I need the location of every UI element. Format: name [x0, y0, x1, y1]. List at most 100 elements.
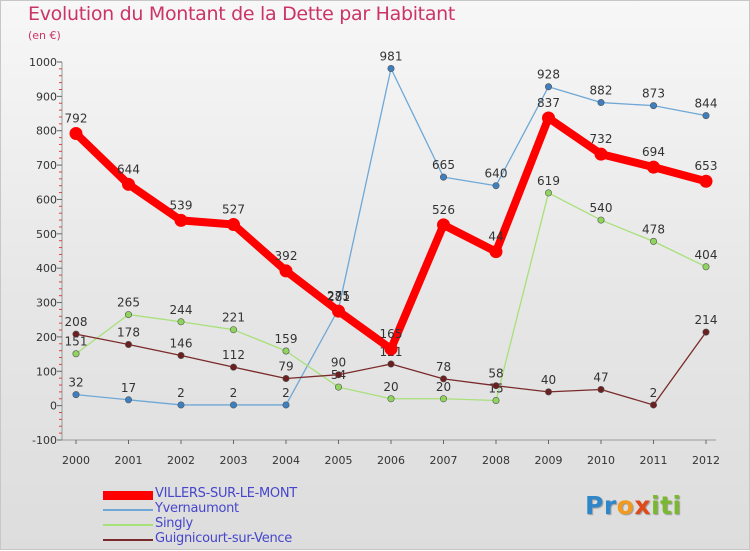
legend-swatch — [103, 539, 153, 541]
data-label: 275 — [327, 289, 350, 303]
data-point — [174, 213, 188, 227]
data-label: 47 — [593, 370, 608, 384]
data-point — [489, 245, 503, 259]
x-tick-label: 2001 — [115, 454, 143, 467]
data-point — [492, 382, 500, 390]
data-label: 2 — [230, 386, 238, 400]
data-label: 20 — [383, 380, 398, 394]
data-point — [544, 388, 552, 396]
logo-letter: t — [660, 491, 673, 520]
data-point — [387, 360, 395, 368]
data-point — [437, 218, 450, 232]
data-point — [544, 189, 552, 197]
proxiti-logo: Proxiti — [585, 491, 682, 520]
y-tick-label: 100 — [36, 365, 57, 378]
data-point — [387, 65, 395, 73]
data-point — [282, 347, 290, 355]
data-label: 392 — [275, 249, 298, 263]
data-label: 244 — [170, 303, 193, 317]
y-tick-label: 700 — [36, 159, 57, 172]
data-point — [542, 111, 555, 125]
data-label: 792 — [65, 111, 88, 125]
x-tick-label: 2002 — [167, 454, 195, 467]
data-point — [177, 401, 185, 409]
data-point — [492, 182, 500, 190]
legend-label: VILLERS-SUR-LE-MONT — [155, 486, 297, 501]
x-tick-label: 2012 — [692, 454, 720, 467]
data-label: 404 — [695, 248, 718, 262]
data-label: 640 — [485, 167, 508, 181]
data-label: 265 — [117, 296, 140, 310]
data-label: 178 — [117, 325, 140, 339]
logo-letter: P — [585, 491, 604, 520]
data-label: 527 — [222, 203, 245, 217]
data-label: 20 — [436, 380, 451, 394]
data-point — [72, 391, 80, 399]
data-label: 981 — [380, 50, 403, 64]
data-point — [544, 83, 552, 91]
x-tick-label: 2008 — [482, 454, 510, 467]
data-point — [230, 363, 238, 371]
data-label: 32 — [68, 376, 83, 390]
logo-letter: x — [634, 491, 651, 520]
data-label: 2 — [650, 386, 658, 400]
data-point — [387, 395, 395, 403]
data-point — [649, 401, 657, 409]
data-point — [649, 237, 657, 245]
data-point — [177, 318, 185, 326]
x-tick-label: 2004 — [272, 454, 300, 467]
data-label: 2 — [282, 386, 290, 400]
data-label: 694 — [642, 145, 665, 159]
y-tick-label: 1000 — [29, 56, 57, 69]
data-label: 873 — [642, 87, 665, 101]
logo-letter: i — [672, 491, 682, 520]
x-tick-label: 2007 — [430, 454, 458, 467]
data-label: 17 — [121, 381, 136, 395]
data-label: 78 — [436, 360, 451, 374]
x-tick-label: 2011 — [640, 454, 668, 467]
y-tick-label: 300 — [36, 297, 57, 310]
data-point — [699, 174, 713, 188]
x-tick-label: 2006 — [377, 454, 405, 467]
data-point — [702, 112, 710, 120]
data-label: 112 — [222, 348, 245, 362]
data-label: 165 — [380, 327, 403, 341]
y-tick-label: -100 — [32, 434, 57, 447]
x-tick-label: 2009 — [535, 454, 563, 467]
data-label: 146 — [170, 336, 193, 350]
data-label: 79 — [278, 359, 293, 373]
data-label: 221 — [222, 311, 245, 325]
data-point — [69, 126, 83, 140]
data-label: 58 — [488, 367, 503, 381]
data-label: 928 — [537, 68, 560, 82]
data-label: 90 — [331, 356, 346, 370]
x-tick-label: 2010 — [587, 454, 615, 467]
data-label: 151 — [65, 335, 88, 349]
data-label: 539 — [170, 198, 193, 212]
y-tick-label: 800 — [36, 125, 57, 138]
series-line-1 — [75, 192, 707, 402]
data-label: 526 — [432, 203, 455, 217]
x-tick-label: 2000 — [62, 454, 90, 467]
legend-label: Yvernaumont — [155, 501, 239, 516]
data-label: 159 — [275, 332, 298, 346]
data-label: 44 — [488, 230, 503, 244]
data-point — [227, 218, 240, 232]
data-point — [125, 340, 133, 348]
data-point — [125, 311, 133, 319]
data-point — [122, 177, 135, 191]
data-point — [125, 396, 133, 404]
data-point — [439, 395, 447, 403]
y-tick-label: 900 — [36, 90, 57, 103]
data-label: 844 — [695, 97, 718, 111]
data-point — [334, 383, 342, 391]
data-label: 653 — [695, 159, 718, 173]
legend-swatch — [103, 490, 153, 500]
legend-label: Guignicourt-sur-Vence — [155, 531, 292, 546]
data-label: 644 — [117, 162, 140, 176]
y-tick-label: 0 — [50, 400, 57, 413]
data-point — [282, 401, 290, 409]
y-tick-label: 200 — [36, 331, 57, 344]
data-point — [334, 371, 342, 379]
